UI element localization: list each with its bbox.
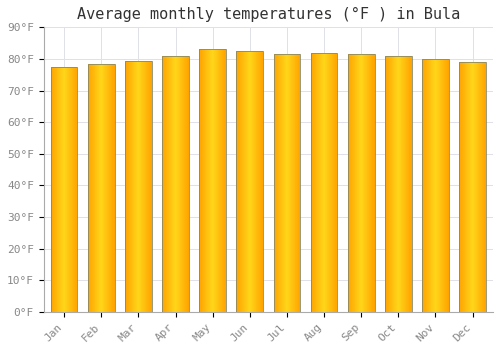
Bar	[236, 51, 263, 312]
Bar	[125, 61, 152, 312]
Bar	[385, 56, 411, 312]
Bar	[162, 56, 189, 312]
Bar	[348, 54, 374, 312]
Title: Average monthly temperatures (°F ) in Bula: Average monthly temperatures (°F ) in Bu…	[76, 7, 460, 22]
Bar	[200, 49, 226, 312]
Bar	[50, 67, 78, 312]
Bar	[310, 52, 338, 312]
Bar	[460, 62, 486, 312]
Bar	[422, 59, 449, 312]
Bar	[88, 64, 115, 312]
Bar	[274, 54, 300, 312]
